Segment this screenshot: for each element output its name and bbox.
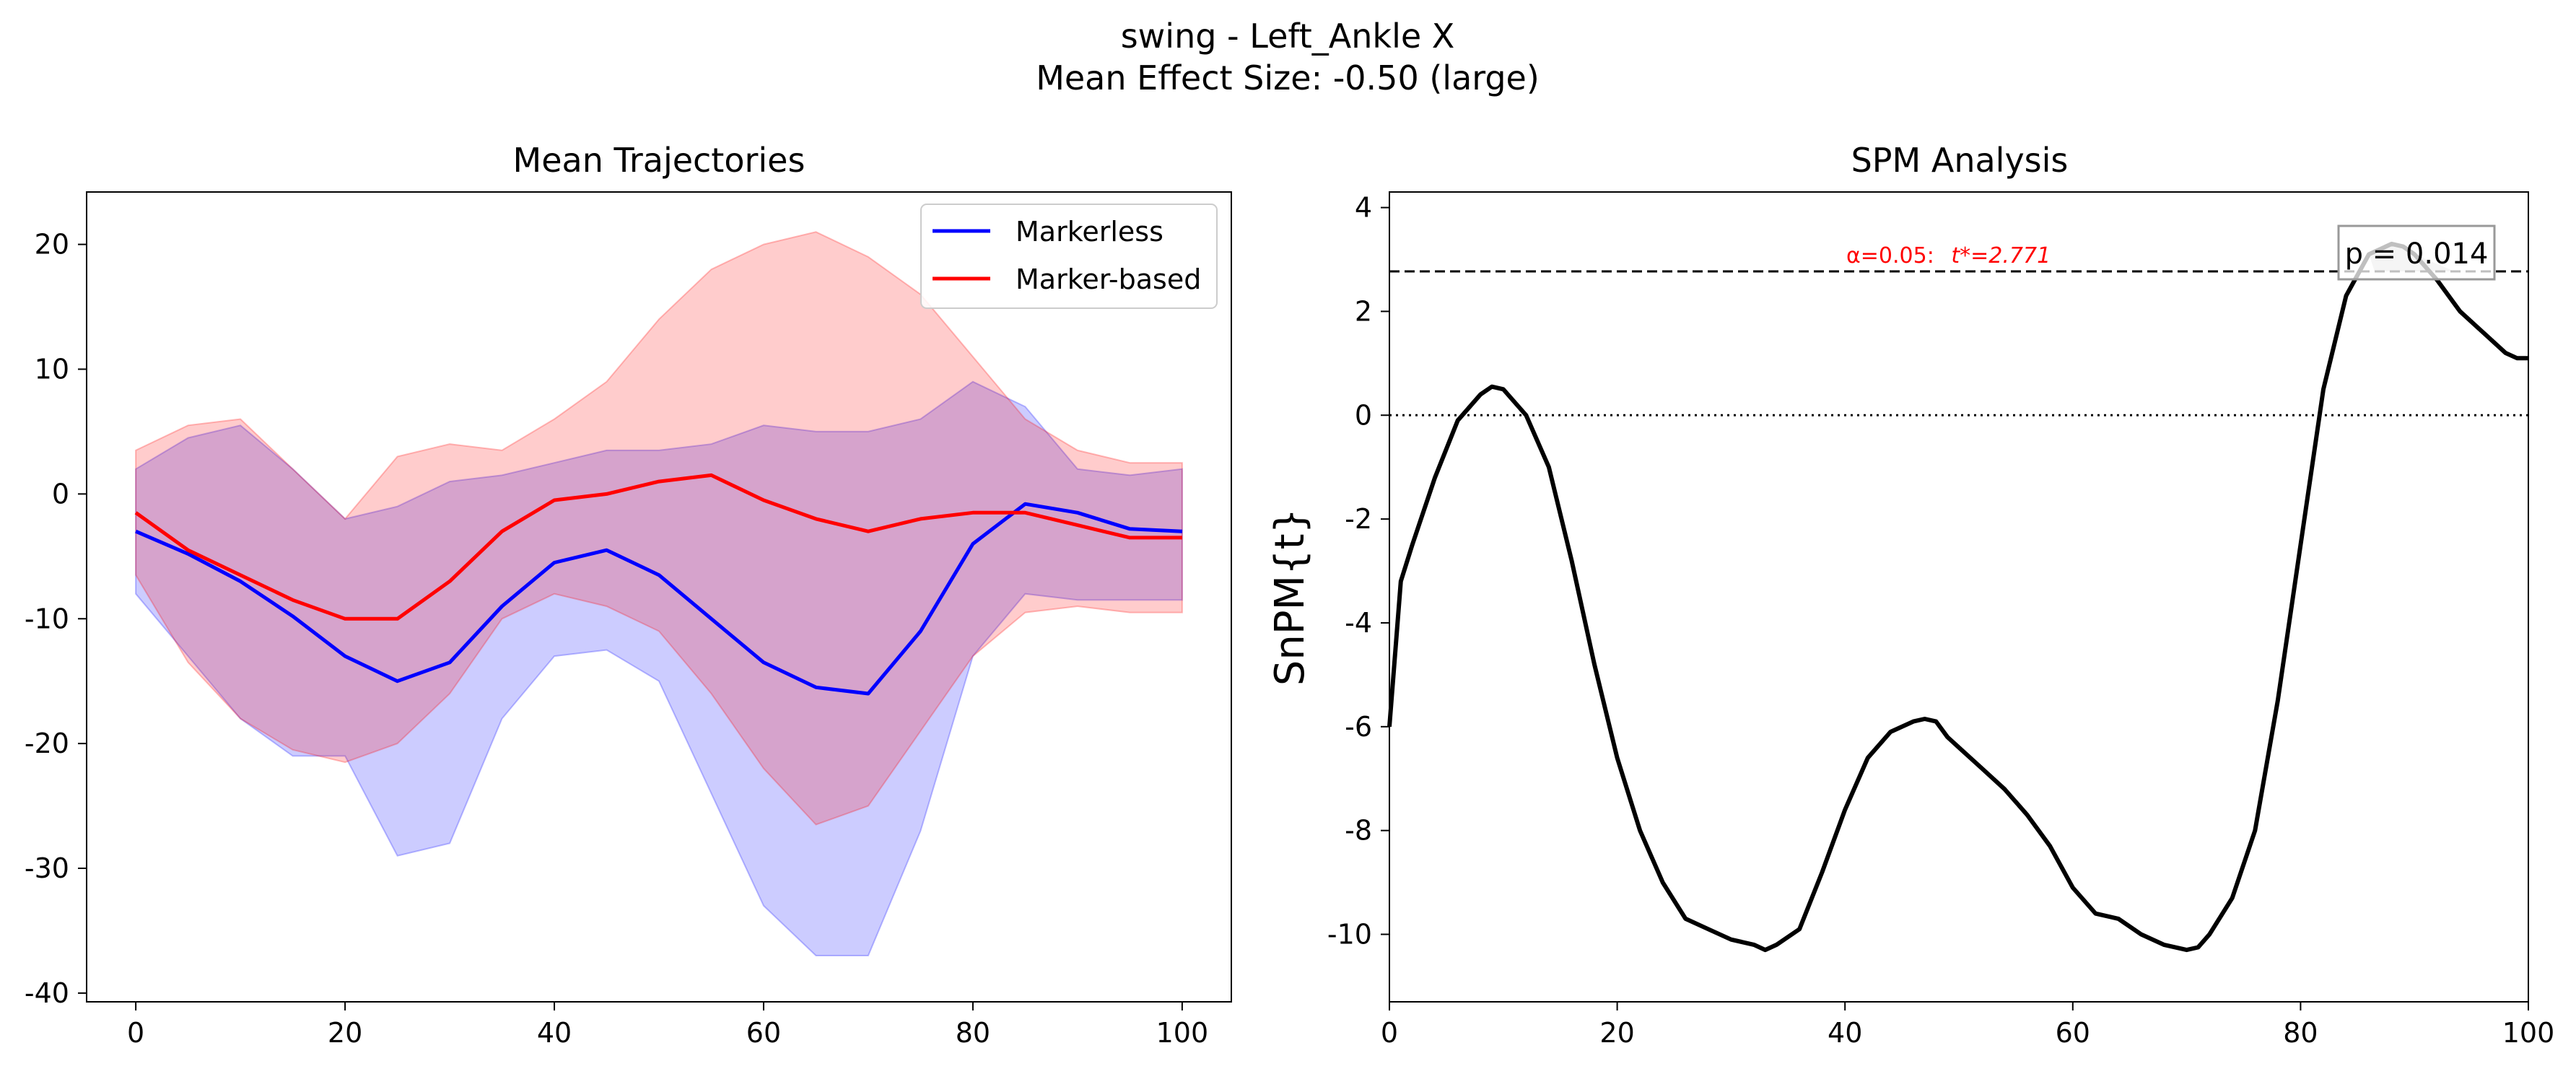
left-x-tick-label: 80	[956, 1017, 990, 1049]
left-y-tick-label: 0	[52, 478, 69, 510]
right-y-tick-label: 0	[1355, 399, 1372, 431]
left-x-tick-label: 60	[746, 1017, 781, 1049]
right-x-ticks: 0 20 40 60 80 100	[1381, 1002, 2554, 1049]
p-value-box-frame	[2337, 224, 2496, 281]
right-y-tick-label: -6	[1345, 711, 1372, 743]
left-y-tick-label: 20	[35, 229, 69, 261]
left-y-tick-label: -20	[25, 728, 69, 759]
threshold-t: t*=2.771	[1951, 243, 2051, 268]
series-line-0	[135, 502, 1183, 696]
left-x-tick-label: 100	[1156, 1017, 1209, 1049]
trajectory-lines	[134, 473, 1183, 696]
left-x-tick-label: 20	[328, 1017, 362, 1049]
band-1	[135, 231, 1183, 826]
mean-trajectories-title: Mean Trajectories	[513, 141, 805, 180]
figure-title-line1: swing - Left_Ankle X	[1121, 17, 1455, 56]
spm-analysis-title: SPM Analysis	[1851, 141, 2069, 180]
p-value-box: p = 0.014	[2337, 224, 2496, 281]
legend-box	[920, 204, 1218, 309]
right-x-tick-label: 0	[1381, 1017, 1398, 1049]
left-y-tick-label: -10	[25, 603, 69, 634]
left-x-ticks: 0 20 40 60 80 100	[127, 1002, 1208, 1049]
right-x-tick-label: 60	[2056, 1017, 2090, 1049]
left-y-ticks: 20 10 0 -10 -20 -30 -40	[25, 229, 87, 1009]
legend: Markerless Marker-based	[920, 204, 1218, 309]
left-y-tick-label: -30	[25, 852, 69, 884]
mean-trajectories-panel: Mean Trajectories 0 20 40 60 80 100 20100-10-…	[25, 141, 1232, 1049]
figure-title-line2: Mean Effect Size: -0.50 (large)	[1036, 58, 1540, 97]
right-y-tick-label: -2	[1345, 503, 1372, 535]
threshold-alpha: α=0.05:	[1846, 243, 1934, 268]
left-x-tick-label: 0	[127, 1017, 144, 1049]
right-y-tick-label: -8	[1345, 815, 1372, 847]
spm-analysis-panel: SPM Analysis SnPM{t} 0 20 40 60 80 100 420-2-…	[1267, 141, 2554, 1049]
left-y-tick-label: -40	[25, 977, 69, 1009]
spm-curve-line	[1387, 241, 2528, 953]
left-y-tick-label: 10	[35, 353, 69, 385]
right-axes-frame	[1389, 191, 2529, 1003]
series-line-1	[134, 473, 1182, 621]
right-y-tick-label: 2	[1355, 295, 1372, 327]
right-y-tick-label: 4	[1355, 192, 1372, 224]
legend-markerless-label: Markerless	[1016, 216, 1163, 248]
right-y-tick-label: -4	[1345, 607, 1372, 639]
threshold-label: α=0.05: t*=2.771	[1846, 243, 2051, 268]
legend-marker-based-label: Marker-based	[1016, 263, 1201, 295]
trajectory-bands	[135, 231, 1183, 956]
right-y-tick-label: -10	[1327, 919, 1372, 951]
right-x-tick-label: 100	[2502, 1017, 2555, 1049]
left-x-tick-label: 40	[537, 1017, 572, 1049]
spm-curve	[1387, 241, 2528, 953]
spm-y-axis-label: SnPM{t}	[1267, 508, 1314, 686]
right-x-tick-label: 20	[1599, 1017, 1634, 1049]
right-y-ticks: 4 2 0 -2 -4 -6 -8 -10	[1327, 192, 1389, 951]
p-value-label: p = 0.014	[2345, 237, 2489, 271]
right-x-tick-label: 40	[1828, 1017, 1862, 1049]
left-axes-frame	[86, 191, 1232, 1003]
band-0	[135, 380, 1183, 956]
right-x-tick-label: 80	[2283, 1017, 2318, 1049]
